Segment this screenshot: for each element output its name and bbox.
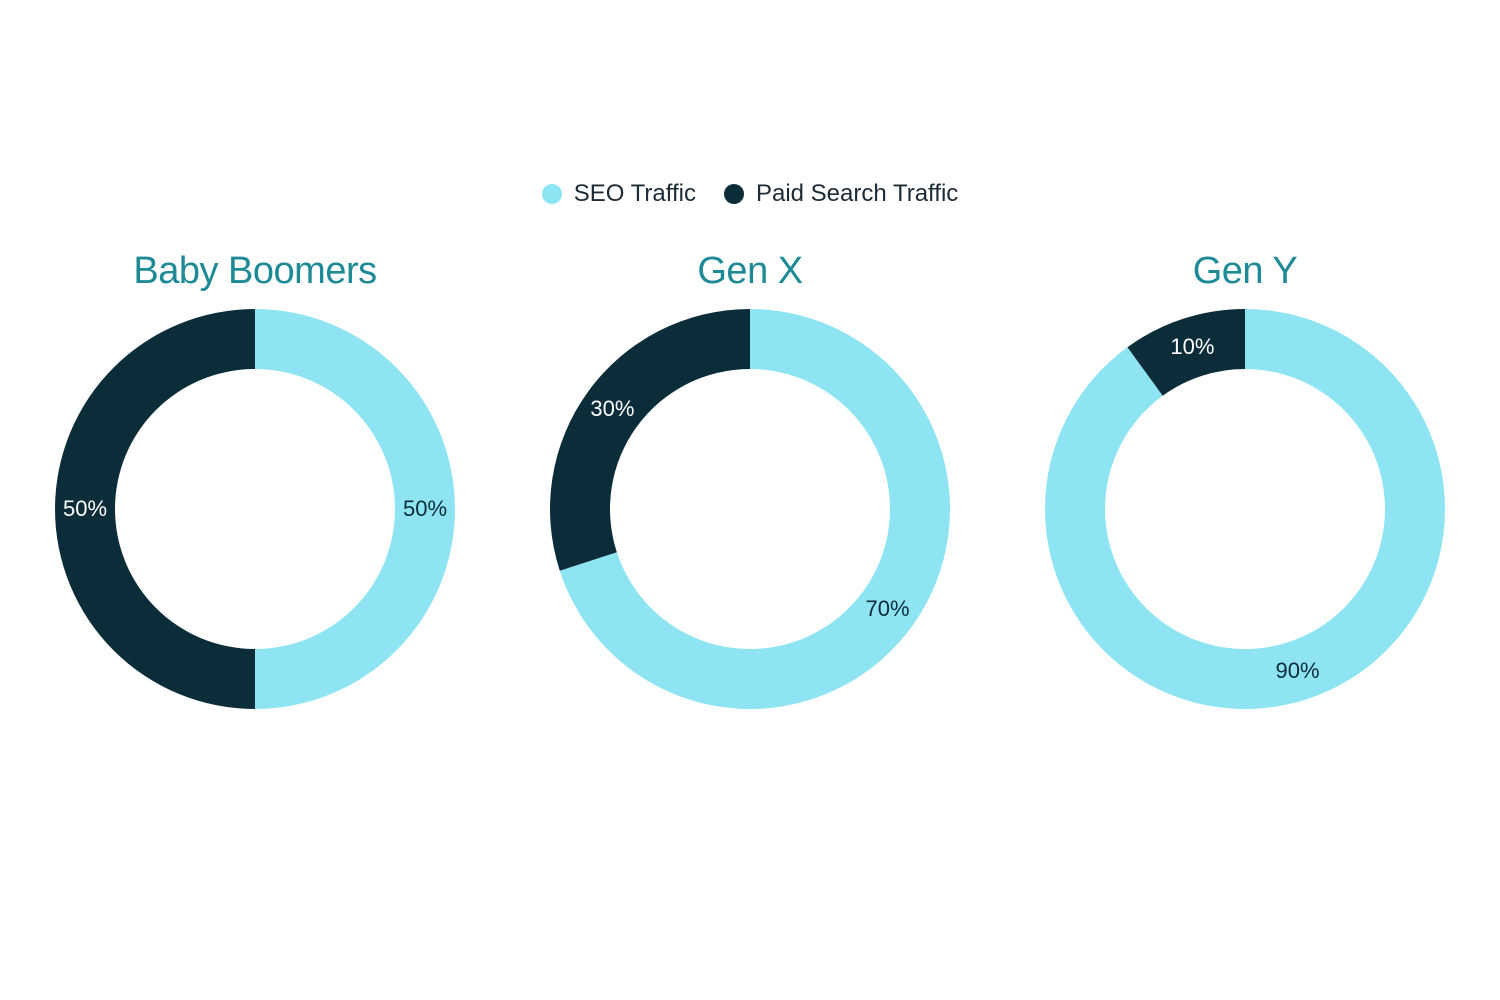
donut-chart: 90% 10%	[1045, 309, 1445, 709]
slice-paid	[550, 309, 750, 571]
slice-label-paid: 10%	[1170, 334, 1214, 360]
legend: SEO Traffic Paid Search Traffic	[0, 180, 1500, 208]
legend-item-paid: Paid Search Traffic	[724, 180, 958, 208]
legend-dot-icon	[542, 184, 562, 204]
slice-label-seo: 90%	[1276, 658, 1320, 684]
chart-title: Gen X	[697, 250, 802, 293]
charts-row: Baby Boomers 50% 50% Gen X 70% 30% Gen Y 9…	[40, 240, 1460, 709]
chart-title: Baby Boomers	[133, 250, 376, 293]
chart-baby-boomers: Baby Boomers 50% 50%	[40, 240, 470, 709]
donut-svg	[1045, 309, 1445, 709]
donut-chart: 50% 50%	[55, 309, 455, 709]
slice-label-paid: 30%	[590, 396, 634, 422]
slice-label-seo: 70%	[866, 596, 910, 622]
chart-gen-y: Gen Y 90% 10%	[1030, 240, 1460, 709]
slice-label-paid: 50%	[63, 496, 107, 522]
donut-svg	[55, 309, 455, 709]
legend-dot-icon	[724, 184, 744, 204]
legend-label-paid: Paid Search Traffic	[756, 180, 958, 208]
legend-item-seo: SEO Traffic	[542, 180, 696, 208]
chart-gen-x: Gen X 70% 30%	[535, 240, 965, 709]
legend-label-seo: SEO Traffic	[574, 180, 696, 208]
page-root: SEO Traffic Paid Search Traffic Baby Boo…	[0, 0, 1500, 1000]
chart-title: Gen Y	[1193, 250, 1298, 293]
donut-svg	[550, 309, 950, 709]
slice-label-seo: 50%	[403, 496, 447, 522]
donut-chart: 70% 30%	[550, 309, 950, 709]
